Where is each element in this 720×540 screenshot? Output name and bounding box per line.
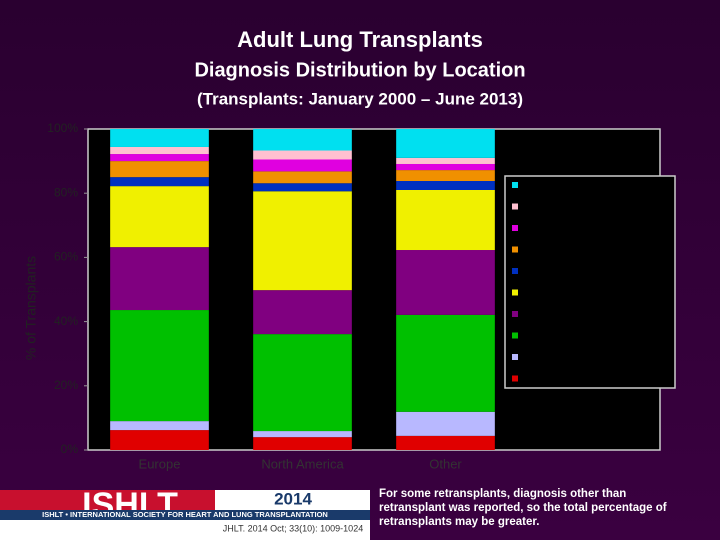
bar-segment [396, 314, 495, 412]
bar-segment [253, 183, 352, 192]
legend-swatch [512, 203, 518, 210]
footnote: retransplant was reported, so the total … [379, 502, 667, 514]
bar-segment [253, 437, 352, 450]
x-tick-label: North America [261, 456, 344, 471]
bar-segment [396, 170, 495, 182]
bar-segment [253, 334, 352, 432]
legend-swatch [512, 182, 518, 188]
bar-segment [253, 171, 352, 184]
y-tick-label: 100% [47, 121, 78, 135]
bar-segment [110, 146, 209, 155]
footnote: retransplants may be greater. [379, 516, 539, 528]
legend-swatch [512, 289, 518, 296]
y-tick-label: 0% [61, 442, 79, 456]
bar-segment [110, 247, 209, 311]
legend [504, 175, 676, 389]
y-tick-label: 60% [54, 250, 78, 264]
chart-title: Adult Lung Transplants [237, 27, 483, 52]
year: 2014 [274, 489, 312, 508]
bar-segment [110, 430, 209, 450]
bar-segment [396, 250, 495, 315]
bar-segment [396, 181, 495, 190]
legend-swatch [512, 225, 518, 231]
legend-swatch [512, 375, 518, 382]
bar-segment [253, 150, 352, 160]
bar-segment [253, 431, 352, 438]
legend-swatch [512, 311, 518, 317]
bar-segment [396, 411, 495, 436]
y-tick-label: 20% [54, 378, 78, 392]
bar-segment [110, 310, 209, 422]
y-tick-label: 40% [54, 314, 78, 328]
citation: JHLT. 2014 Oct; 33(10): 1009-1024 [223, 523, 363, 533]
bar-segment [396, 435, 495, 450]
footnote: For some retransplants, diagnosis other … [379, 488, 626, 500]
bar-segment [253, 191, 352, 291]
x-tick-label: Europe [139, 456, 181, 471]
chart-subtitle: Diagnosis Distribution by Location [194, 59, 525, 81]
bar-segment [396, 129, 495, 158]
bar-segment [396, 163, 495, 171]
bar-segment [253, 290, 352, 335]
y-tick-label: 80% [54, 185, 78, 199]
bar-segment [110, 177, 209, 187]
legend-swatch [512, 246, 518, 253]
bar-segment [396, 157, 495, 164]
bar-segment [110, 161, 209, 178]
bar-segment [253, 159, 352, 172]
legend-swatch [512, 268, 518, 274]
x-tick-label: Other [429, 456, 462, 471]
bar-segment [110, 154, 209, 162]
bar-segment [396, 189, 495, 251]
y-axis-label: % of Transplants [23, 256, 39, 360]
legend-swatch [512, 354, 518, 360]
society-band [0, 510, 370, 520]
bar-segment [110, 421, 209, 431]
chart-period: (Transplants: January 2000 – June 2013) [197, 89, 523, 108]
bar-segment [110, 129, 209, 147]
bar-segment [110, 186, 209, 248]
bar-segment [253, 129, 352, 151]
legend-swatch [512, 332, 518, 339]
society-name: ISHLT • INTERNATIONAL SOCIETY FOR HEART … [42, 510, 328, 519]
